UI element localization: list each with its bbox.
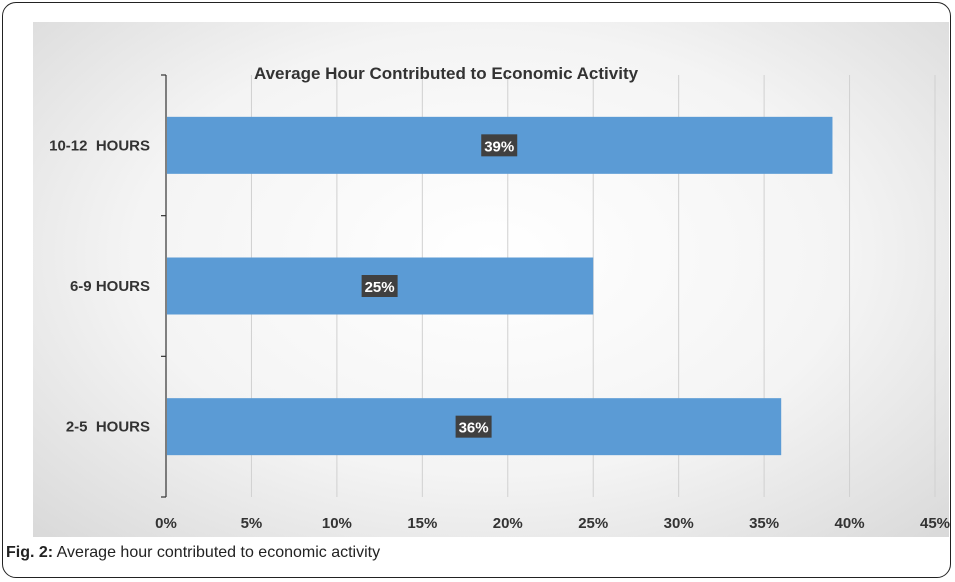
bars: 39% 25% 36% <box>167 116 833 456</box>
data-label-box <box>455 415 492 438</box>
data-label-box <box>361 275 398 297</box>
data-label: 36% <box>459 420 489 437</box>
x-tick-label: 25% <box>578 515 608 532</box>
caption-text: Average hour contributed to economic act… <box>56 544 381 561</box>
x-tick-label: 45% <box>920 515 950 532</box>
x-tick-label: 10% <box>322 515 352 532</box>
category-label: 2-5 HOURS <box>66 419 150 436</box>
x-tick-label: 0% <box>155 515 177 532</box>
figure-caption: Fig. 2: Average hour contributed to econ… <box>6 544 380 562</box>
category-label: 10-12 HOURS <box>49 137 150 154</box>
x-tick-label: 20% <box>493 515 523 532</box>
y-axis <box>161 74 167 498</box>
data-label-box <box>481 134 518 157</box>
x-tick-label: 5% <box>241 515 263 532</box>
x-tick-labels: 0% 5% 10% 15% 20% 25% 30% 35% 40% 45% <box>155 515 950 532</box>
x-tick-label: 40% <box>835 515 865 532</box>
x-tick-label: 15% <box>407 515 437 532</box>
caption-label: Fig. 2: <box>6 544 54 561</box>
chart-title: Average Hour Contributed to Economic Act… <box>254 64 639 83</box>
category-label: 6-9 HOURS <box>70 278 150 295</box>
x-tick-label: 30% <box>664 515 694 532</box>
data-label: 39% <box>484 138 514 155</box>
x-tick-label: 35% <box>749 515 779 532</box>
data-label: 25% <box>365 279 395 296</box>
category-labels: 10-12 HOURS 6-9 HOURS 2-5 HOURS <box>49 137 150 435</box>
